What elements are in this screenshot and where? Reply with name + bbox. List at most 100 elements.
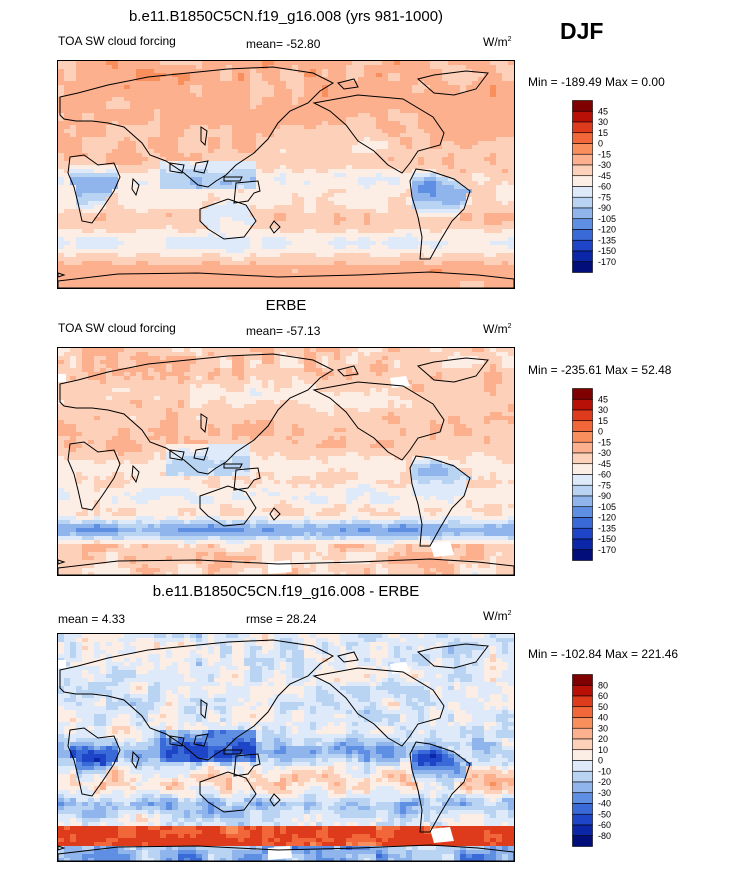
map-1-cell [346, 93, 353, 98]
map-1-cell [460, 149, 467, 154]
map-1-cell [130, 201, 137, 206]
map-1-cell [256, 241, 263, 246]
map-1-cell [100, 125, 107, 130]
map-1-cell [460, 197, 467, 202]
map-1-cell [412, 157, 419, 162]
map-1-cell [106, 193, 113, 198]
map-2-cell [304, 356, 311, 361]
map-1-cell [160, 121, 167, 126]
map-1-cell [370, 105, 377, 110]
map-1-cell [298, 141, 305, 146]
map-1-cell [394, 69, 401, 74]
map-1-cell [304, 161, 311, 166]
map-1-cell [232, 277, 239, 282]
map-2-cell [322, 356, 329, 361]
map-2-cell [226, 360, 233, 365]
panel-1-colorbar: 45 30 15 0 -15 -30 -45 -60 -75 -90 -105 -120 -135 -15… [572, 100, 632, 288]
map-1-cell [166, 173, 173, 178]
map-1-cell [136, 285, 143, 288]
map-1-cell [214, 217, 221, 222]
map-1-cell [244, 233, 251, 238]
map-1-cell [250, 249, 257, 254]
map-1-cell [346, 141, 353, 146]
map-1-cell [112, 177, 119, 182]
map-1-cell [232, 121, 239, 126]
map-1-cell [130, 69, 137, 74]
map-1-cell [310, 205, 317, 210]
map-1-cell [394, 249, 401, 254]
map-1-cell [130, 117, 137, 122]
map-1-cell [448, 249, 455, 254]
map-1-cell [316, 153, 323, 158]
map-1-cell [364, 225, 371, 230]
map-2-cell [238, 372, 245, 377]
map-2-cell [94, 348, 101, 353]
map-1-cell [484, 97, 491, 102]
map-2-cell [340, 368, 347, 373]
map-1-cell [76, 93, 83, 98]
map-1-cell [208, 241, 215, 246]
map-1-cell [214, 157, 221, 162]
map-2-cell [412, 360, 419, 365]
map-1-cell [508, 277, 514, 282]
map-1-cell [490, 169, 497, 174]
map-1-cell [430, 241, 437, 246]
map-1-cell [190, 225, 197, 230]
map-1-cell [262, 85, 269, 90]
map-1-cell [256, 93, 263, 98]
map-1-cell [430, 245, 437, 250]
map-1-cell [316, 233, 323, 238]
map-1-cell [448, 269, 455, 274]
map-1-cell [136, 241, 143, 246]
map-1-cell [448, 149, 455, 154]
map-1-cell [184, 213, 191, 218]
map-1-cell [106, 73, 113, 78]
map-1-cell [196, 141, 203, 146]
map-2-cell [196, 376, 203, 381]
map-1-cell [484, 257, 491, 262]
map-1-cell [358, 69, 365, 74]
map-1-cell [412, 129, 419, 134]
map-1-cell [184, 169, 191, 174]
map-1-cell [58, 165, 65, 170]
map-1-cell [370, 113, 377, 118]
map-1-cell [148, 181, 155, 186]
map-1-cell [490, 253, 497, 258]
map-1-cell [424, 221, 431, 226]
map-2-cell [136, 364, 143, 369]
map-1-cell [76, 277, 83, 282]
map-1-cell [268, 129, 275, 134]
map-2-cell [412, 348, 419, 353]
map-1-cell [334, 173, 341, 178]
map-1-cell [430, 133, 437, 138]
map-1-cell [214, 197, 221, 202]
map-2-cell [142, 352, 149, 357]
map-1-cell [118, 273, 125, 278]
map-1-cell [448, 201, 455, 206]
map-1-cell [436, 61, 443, 66]
map-1-cell [436, 225, 443, 230]
map-1-cell [160, 129, 167, 134]
map-2-cell [352, 352, 359, 357]
map-2-cell [394, 364, 401, 369]
map-1-cell [232, 69, 239, 74]
map-2-cell [358, 364, 365, 369]
map-2-cell [64, 372, 71, 377]
map-1-cell [100, 117, 107, 122]
map-2-cell [370, 348, 377, 353]
map-1-cell [370, 281, 377, 286]
map-1-cell [328, 261, 335, 266]
map-1-cell [394, 237, 401, 242]
map-1-cell [118, 97, 125, 102]
map-1-cell [202, 193, 209, 198]
map-1-cell [376, 113, 383, 118]
map-1-cell [394, 65, 401, 70]
map-1-cell [208, 97, 215, 102]
map-1-cell [154, 237, 161, 242]
map-1-cell [406, 73, 413, 78]
map-2-cell [58, 348, 65, 353]
map-1-cell [358, 237, 365, 242]
map-1-cell [490, 209, 497, 214]
map-1-cell [256, 217, 263, 222]
map-1-cell [496, 229, 503, 234]
